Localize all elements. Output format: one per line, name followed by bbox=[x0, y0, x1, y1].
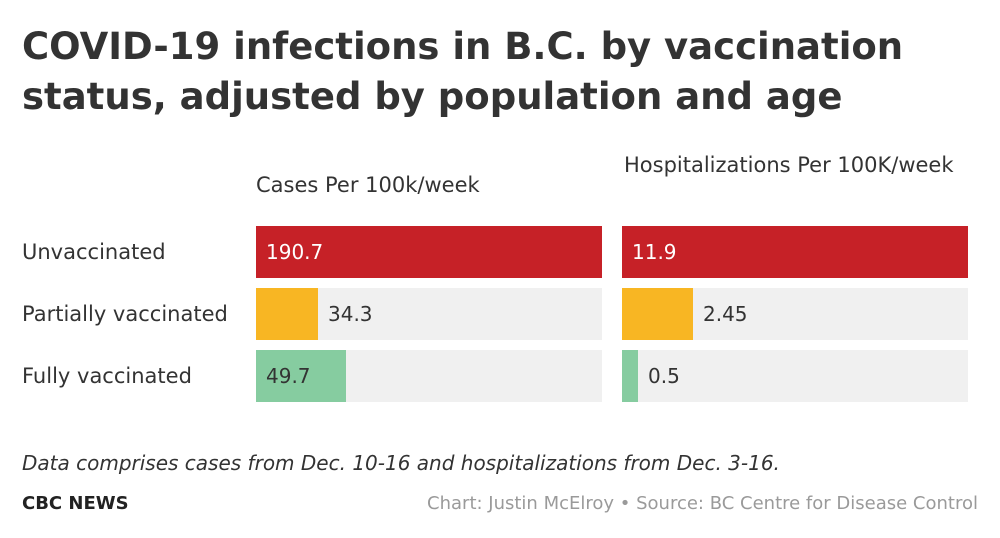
bar bbox=[622, 226, 968, 278]
row-label: Unvaccinated bbox=[22, 240, 166, 264]
value-label: 190.7 bbox=[266, 240, 324, 264]
bar bbox=[622, 288, 693, 340]
bar-track: 190.7 bbox=[256, 226, 602, 278]
credit-source: Chart: Justin McElroy • Source: BC Centr… bbox=[427, 493, 978, 514]
value-label: 34.3 bbox=[328, 302, 373, 326]
column-header-1: Hospitalizations Per 100K/week bbox=[624, 153, 954, 177]
column-header-0: Cases Per 100k/week bbox=[256, 173, 480, 197]
value-label: 11.9 bbox=[632, 240, 677, 264]
bar-track: 11.9 bbox=[622, 226, 968, 278]
footnote: Data comprises cases from Dec. 10-16 and… bbox=[22, 451, 780, 475]
bar bbox=[256, 288, 318, 340]
brand-logo-text: CBC NEWS bbox=[22, 493, 129, 514]
value-label: 49.7 bbox=[266, 364, 311, 388]
row-label: Fully vaccinated bbox=[22, 364, 192, 388]
bar-track: 49.7 bbox=[256, 350, 602, 402]
bar-track: 34.3 bbox=[256, 288, 602, 340]
bar-track: 2.45 bbox=[622, 288, 968, 340]
bar bbox=[256, 350, 346, 402]
bar-track: 0.5 bbox=[622, 350, 968, 402]
row-label: Partially vaccinated bbox=[22, 302, 228, 326]
bar bbox=[622, 350, 638, 402]
chart-title: COVID-19 infections in B.C. by vaccinati… bbox=[22, 25, 904, 118]
value-label: 0.5 bbox=[648, 364, 680, 388]
value-label: 2.45 bbox=[703, 302, 748, 326]
bar bbox=[256, 226, 602, 278]
